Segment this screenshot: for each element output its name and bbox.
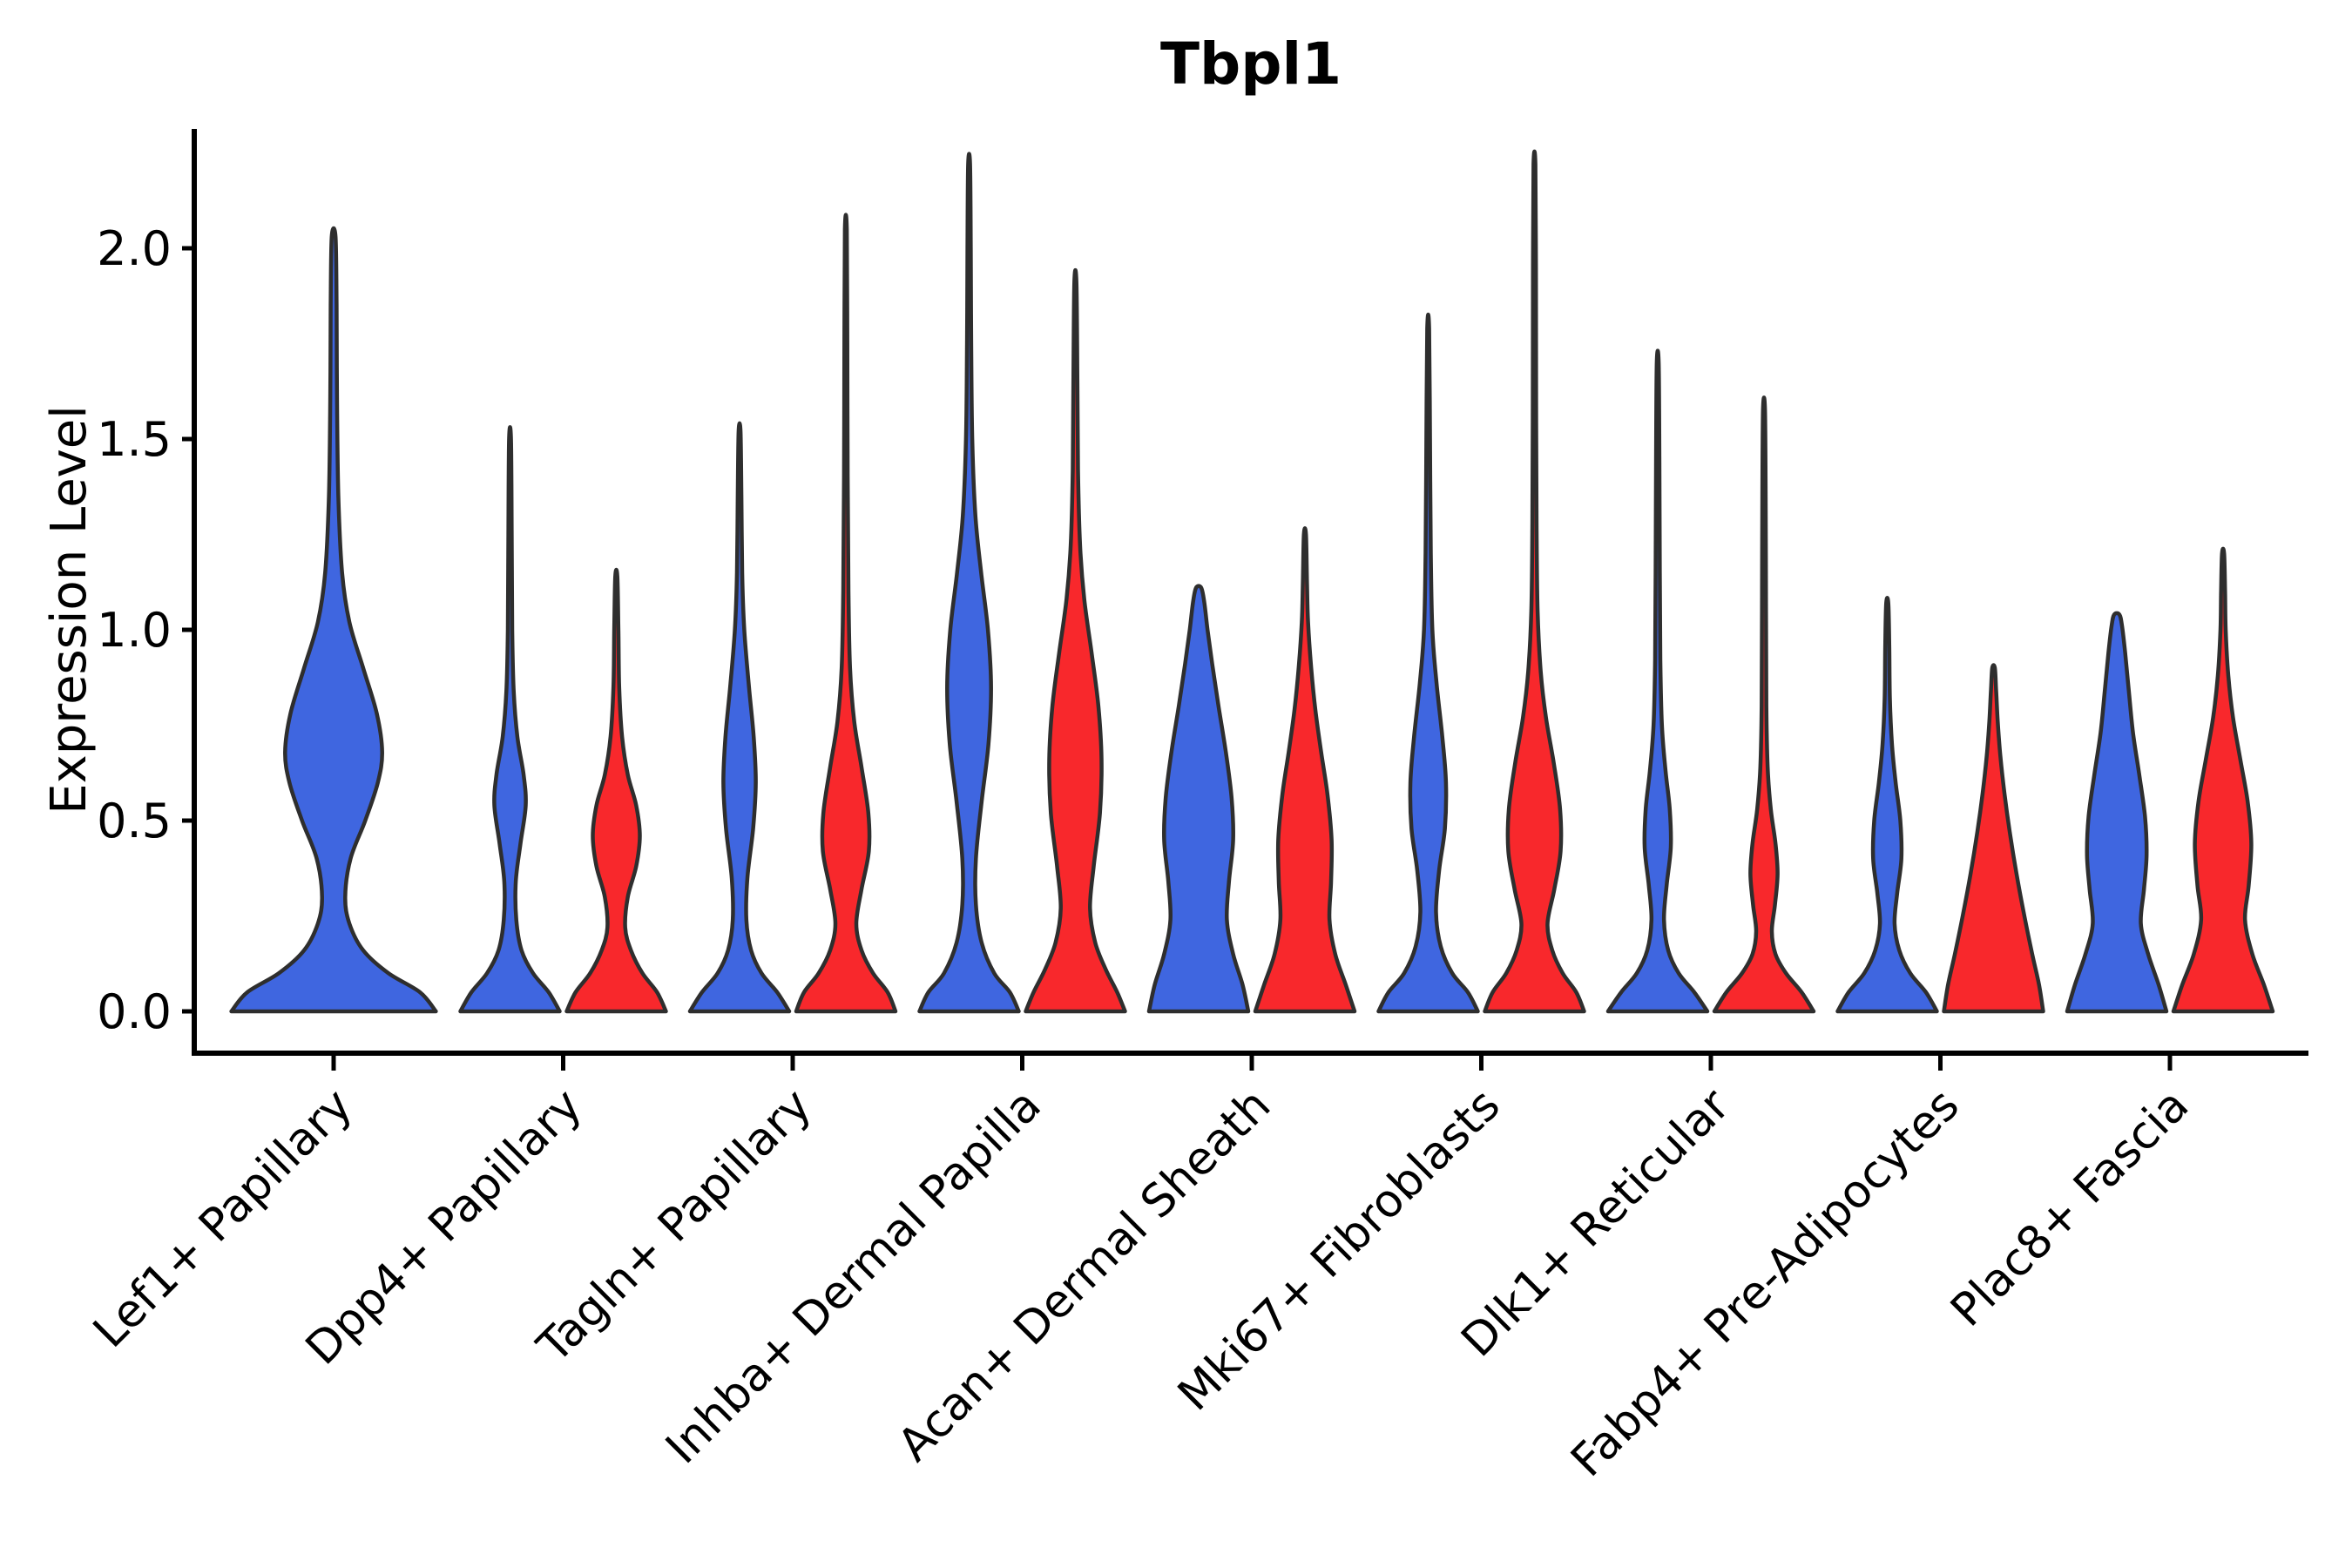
y-tick-label: 0.5 (97, 794, 172, 848)
y-tick-label: 0.0 (97, 984, 172, 1039)
violin-inhba-dermal-papilla-red (1024, 267, 1127, 1014)
x-tick-label: Inhba+ Dermal Papilla (656, 1079, 1051, 1474)
violin-lef1-papillary-blue (229, 226, 438, 1014)
violins (229, 149, 2275, 1014)
chart-title: Tbpl1 (1160, 30, 1342, 98)
violin-fabp4-pre-adipocytes-blue (1835, 596, 1939, 1014)
violin-mki67-fibroblasts-red (1483, 149, 1586, 1014)
violin-acan-dermal-sheath-red (1253, 526, 1357, 1014)
violin-dlk1-reticular-blue (1605, 348, 1710, 1014)
violin-tagln-papillary-red (794, 213, 898, 1014)
x-tick-label: Plac8+ Fascia (1941, 1079, 2199, 1337)
violin-tagln-papillary-blue (687, 421, 792, 1014)
x-tick-label: Acan+ Dermal Sheath (889, 1079, 1281, 1472)
y-tick-label: 1.0 (97, 603, 172, 658)
y-tick-label: 1.5 (97, 412, 172, 467)
y-tick-label: 2.0 (97, 221, 172, 276)
violin-dpp4-papillary-red (564, 567, 668, 1014)
violin-plac8-fascia-blue (2065, 611, 2169, 1014)
violin-inhba-dermal-papilla-blue (917, 152, 1021, 1014)
x-tick-label: Fabp4+ Pre-Adipocytes (1561, 1079, 1969, 1487)
violin-fabp4-pre-adipocytes-red (1942, 663, 2045, 1014)
violin-mki67-fibroblasts-blue (1376, 312, 1480, 1014)
violin-dpp4-papillary-blue (458, 425, 562, 1014)
violin-acan-dermal-sheath-blue (1146, 584, 1251, 1014)
y-axis-label: Expression Level (41, 405, 98, 814)
violin-plac8-fascia-red (2171, 546, 2275, 1014)
violin-dlk1-reticular-red (1712, 395, 1816, 1014)
